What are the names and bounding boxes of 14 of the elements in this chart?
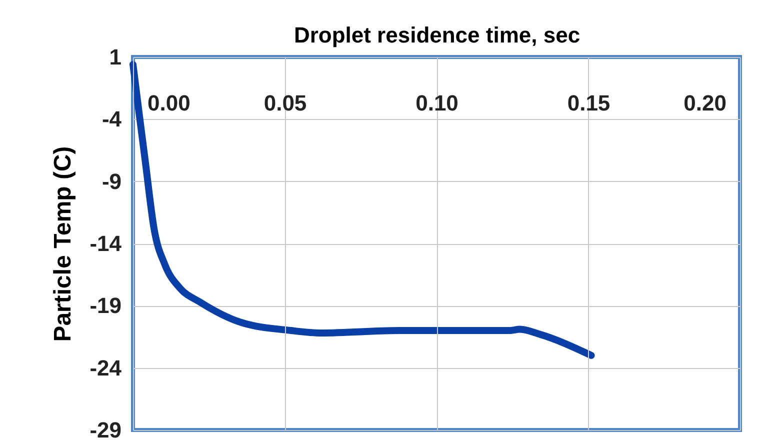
- x-tick-label: 0.00: [148, 90, 190, 116]
- y-tick-label: -14: [90, 231, 122, 256]
- y-tick-label: -24: [90, 355, 122, 380]
- y-tick-label: -29: [90, 418, 122, 440]
- y-tick-label: -4: [102, 106, 122, 132]
- x-tick-label: 0.20: [684, 90, 726, 116]
- y-tick-label: -19: [90, 293, 122, 318]
- x-tick-label: 0.10: [416, 90, 458, 116]
- x-axis-title: Droplet residence time, sec: [294, 22, 580, 48]
- y-axis-title: Particle Temp (C): [50, 146, 77, 342]
- x-tick-label: 0.15: [567, 90, 610, 116]
- y-tick-label: -9: [102, 168, 122, 194]
- x-tick-label: 0.05: [264, 90, 307, 116]
- y-tick-label: 1: [109, 44, 122, 70]
